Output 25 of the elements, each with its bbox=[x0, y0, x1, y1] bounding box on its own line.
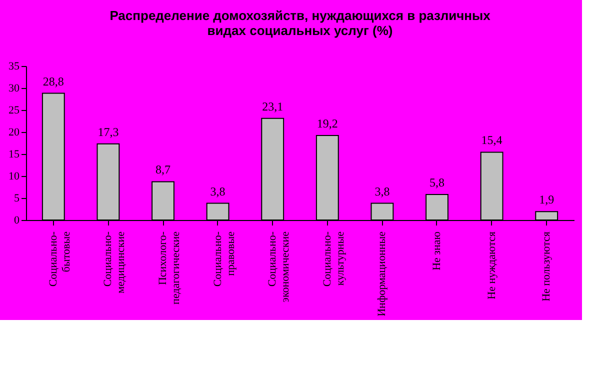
data-label: 1,9 bbox=[539, 192, 554, 207]
data-label: 28,8 bbox=[42, 74, 64, 88]
y-tick-label: 15 bbox=[8, 148, 20, 160]
data-label: 17,3 bbox=[98, 124, 119, 139]
x-tick-label: Информационные bbox=[376, 231, 388, 316]
x-tick-label: Не нуждаются bbox=[486, 232, 498, 300]
y-tick-label: 25 bbox=[8, 104, 20, 116]
data-label: 3,8 bbox=[210, 184, 226, 198]
data-label: 3,8 bbox=[374, 184, 390, 198]
x-tick-label: Не пользуются bbox=[540, 232, 553, 302]
y-tick-label: 20 bbox=[8, 126, 20, 138]
x-tick-label: Не знаю bbox=[431, 232, 443, 270]
data-label: 23,1 bbox=[262, 99, 284, 114]
y-tick-label: 30 bbox=[8, 82, 20, 94]
y-tick-label: 35 bbox=[8, 60, 20, 72]
text: видах социальных услуг (%) bbox=[207, 23, 393, 38]
y-tick-label: 0 bbox=[14, 214, 20, 226]
x-tick-label: Социально-бытовые bbox=[47, 231, 72, 287]
data-label: 19,2 bbox=[316, 116, 338, 131]
data-label: 8,7 bbox=[156, 162, 170, 177]
y-tick-label: 10 bbox=[8, 170, 20, 182]
data-label: 5,8 bbox=[430, 175, 444, 190]
text: Распределение домохозяйств, нуждающихся в различных bbox=[110, 8, 490, 23]
y-tick-label: 5 bbox=[14, 192, 20, 204]
data-label: 15,4 bbox=[481, 133, 502, 148]
